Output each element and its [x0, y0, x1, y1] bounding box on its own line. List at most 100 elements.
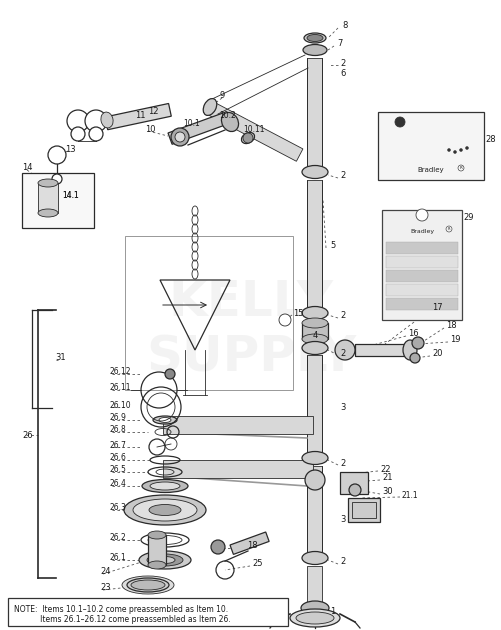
Circle shape	[410, 353, 420, 363]
Circle shape	[447, 149, 450, 151]
Text: 2: 2	[340, 311, 345, 319]
Circle shape	[165, 369, 175, 379]
Circle shape	[211, 540, 225, 554]
Bar	[125, 236, 293, 390]
Text: 3: 3	[340, 403, 345, 413]
Bar	[308, 58, 323, 168]
Ellipse shape	[159, 418, 171, 423]
Ellipse shape	[127, 578, 169, 592]
Text: 23: 23	[100, 583, 111, 592]
Ellipse shape	[148, 531, 166, 539]
Ellipse shape	[403, 340, 417, 360]
Bar	[378, 112, 484, 180]
Ellipse shape	[290, 609, 340, 627]
Bar	[386, 284, 458, 296]
Text: 2: 2	[340, 558, 345, 566]
Text: Bradley: Bradley	[410, 229, 434, 234]
Text: 10: 10	[145, 125, 155, 134]
Text: 13: 13	[65, 144, 76, 154]
Ellipse shape	[122, 576, 174, 594]
Ellipse shape	[302, 307, 328, 319]
Circle shape	[52, 174, 62, 184]
Circle shape	[279, 314, 291, 326]
Text: 18: 18	[446, 321, 456, 331]
Text: 9: 9	[220, 91, 225, 100]
Text: 12: 12	[148, 106, 158, 115]
Text: 26.11: 26.11	[110, 384, 131, 392]
Text: NOTE:  Items 10.1–10.2 come preassembled as Item 10.: NOTE: Items 10.1–10.2 come preassembled …	[14, 605, 228, 614]
Circle shape	[305, 470, 325, 490]
Circle shape	[48, 146, 66, 164]
Text: 10.11: 10.11	[243, 125, 265, 134]
Bar	[386, 242, 458, 254]
Ellipse shape	[304, 33, 326, 43]
Text: 26.1: 26.1	[110, 554, 127, 563]
Text: 24: 24	[100, 568, 111, 576]
Text: 26.4: 26.4	[110, 479, 127, 488]
Circle shape	[465, 147, 468, 149]
Ellipse shape	[124, 495, 206, 525]
Circle shape	[85, 110, 107, 132]
Bar	[308, 355, 323, 455]
Text: KELLY
SUPPLY: KELLY SUPPLY	[146, 278, 356, 382]
Bar	[386, 270, 458, 282]
Bar	[168, 113, 228, 144]
Text: 2: 2	[340, 171, 345, 181]
Text: 26.5: 26.5	[110, 466, 127, 474]
Bar	[38, 183, 58, 213]
Bar	[308, 466, 323, 556]
Text: 6: 6	[340, 69, 345, 79]
Bar	[230, 532, 269, 554]
Bar	[340, 472, 368, 494]
Ellipse shape	[302, 318, 328, 328]
Ellipse shape	[303, 45, 327, 55]
Text: 25: 25	[252, 559, 263, 568]
Circle shape	[243, 133, 253, 143]
Text: 26.6: 26.6	[110, 454, 127, 462]
Text: 2: 2	[340, 459, 345, 467]
Circle shape	[89, 127, 103, 141]
Circle shape	[67, 110, 89, 132]
Ellipse shape	[307, 35, 323, 42]
Text: 20: 20	[432, 350, 442, 358]
Ellipse shape	[38, 209, 58, 217]
Text: 2: 2	[340, 348, 345, 357]
Text: 22: 22	[380, 464, 390, 474]
Text: 16: 16	[408, 329, 419, 338]
Ellipse shape	[131, 580, 165, 590]
Text: 26.2: 26.2	[110, 534, 127, 542]
Ellipse shape	[101, 112, 113, 128]
Bar	[302, 323, 328, 339]
Circle shape	[416, 209, 428, 221]
Text: 5: 5	[330, 241, 335, 249]
Ellipse shape	[139, 551, 191, 569]
Text: 2: 2	[340, 59, 345, 69]
Bar	[163, 460, 313, 478]
Ellipse shape	[153, 416, 177, 424]
Text: 8: 8	[342, 21, 347, 30]
Text: 14.1: 14.1	[62, 192, 79, 200]
Ellipse shape	[296, 612, 334, 624]
Text: Bradley: Bradley	[418, 167, 444, 173]
Text: 29: 29	[463, 214, 473, 222]
Circle shape	[171, 128, 189, 146]
Bar	[355, 344, 407, 356]
Text: 14.1: 14.1	[62, 192, 79, 200]
Text: 31: 31	[55, 353, 66, 362]
Bar	[308, 566, 323, 606]
Circle shape	[349, 484, 361, 496]
Text: 14: 14	[22, 164, 33, 173]
Bar	[105, 103, 171, 130]
Bar	[308, 180, 323, 310]
Ellipse shape	[38, 179, 58, 187]
Bar	[352, 502, 376, 518]
Bar	[8, 598, 288, 626]
Text: R: R	[459, 166, 462, 170]
Text: 17: 17	[432, 304, 442, 312]
Text: 26.9: 26.9	[110, 413, 127, 423]
Bar	[382, 210, 462, 320]
Circle shape	[412, 337, 424, 349]
Ellipse shape	[147, 554, 183, 566]
Text: 26: 26	[22, 430, 33, 440]
Text: 30: 30	[382, 488, 393, 496]
